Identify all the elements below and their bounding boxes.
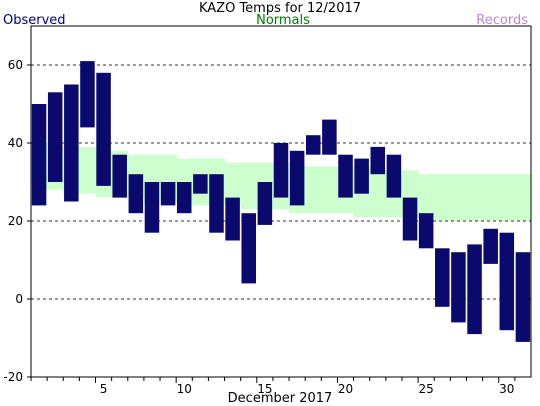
observed-bar-16 [273,143,289,198]
legend-normals: Normals [256,13,310,28]
observed-bar-19 [322,119,337,155]
observed-bar-22 [370,146,386,175]
x-tick-label: 25 [419,382,434,396]
normal-range-14 [240,162,258,210]
x-tick-label: 20 [338,382,353,396]
legend-records: Records [476,13,528,28]
observed-bar-10 [176,182,192,214]
x-axis: 5 10 15 20 25 30 [30,377,516,396]
observed-bar-20 [338,154,353,198]
observed-bar-17 [289,150,305,206]
y-tick-label: -20 [3,370,23,384]
normal-range-22 [369,170,387,218]
observed-bar-13 [225,197,240,241]
legend-observed: Observed [3,13,66,28]
x-tick-label: 30 [499,382,514,396]
x-tick-label: 5 [100,382,108,396]
y-tick-label: 60 [8,58,23,72]
normal-range-4 [79,146,97,194]
normal-range-13 [224,162,242,206]
observed-bar-27 [451,252,466,323]
observed-bar-18 [306,135,321,155]
observed-bar-8 [144,182,160,233]
observed-bar-24 [402,197,418,241]
normal-range-19 [321,166,339,214]
normal-range-25 [418,174,435,218]
observed-bar-5 [96,72,111,186]
normal-range-29 [482,174,500,221]
y-tick-label: 20 [8,214,23,228]
observed-bar-25 [418,213,434,249]
plot-frame [30,25,532,378]
observed-bar-6 [112,154,127,198]
normal-range-30 [498,174,516,221]
observed-bar-21 [354,158,369,194]
normal-range-28 [466,174,484,221]
y-axis: -20 0 20 40 60 [3,58,31,384]
normal-range-31 [514,174,532,221]
observed-bar-9 [160,182,176,206]
observed-bar-3 [64,84,79,202]
x-axis-label: December 2017 [228,391,333,406]
observed-bar-11 [193,174,208,194]
observed-bar-15 [257,182,273,225]
observed-bar-26 [435,248,450,307]
normal-range-26 [434,174,451,221]
observed-bar-14 [241,213,256,284]
x-tick-label: 10 [177,382,192,396]
observed-bar-2 [47,92,63,182]
observed-bar-4 [80,61,95,128]
observed-bar-31 [515,252,531,342]
x-tick-label: 15 [257,382,272,396]
y-tick-label: 40 [8,136,23,150]
chart-title: KAZO Temps for 12/2017 [199,1,361,16]
observed-bars [31,61,531,342]
normal-range-27 [450,174,468,221]
normal-range-18 [305,166,322,214]
observed-bar-28 [467,244,482,335]
observed-bar-30 [499,232,515,331]
observed-bar-1 [31,104,47,206]
observed-bar-12 [209,174,224,233]
observed-bar-23 [386,154,402,198]
observed-bar-29 [483,228,498,264]
observed-bar-7 [128,174,144,214]
y-tick-label: 0 [15,292,23,306]
